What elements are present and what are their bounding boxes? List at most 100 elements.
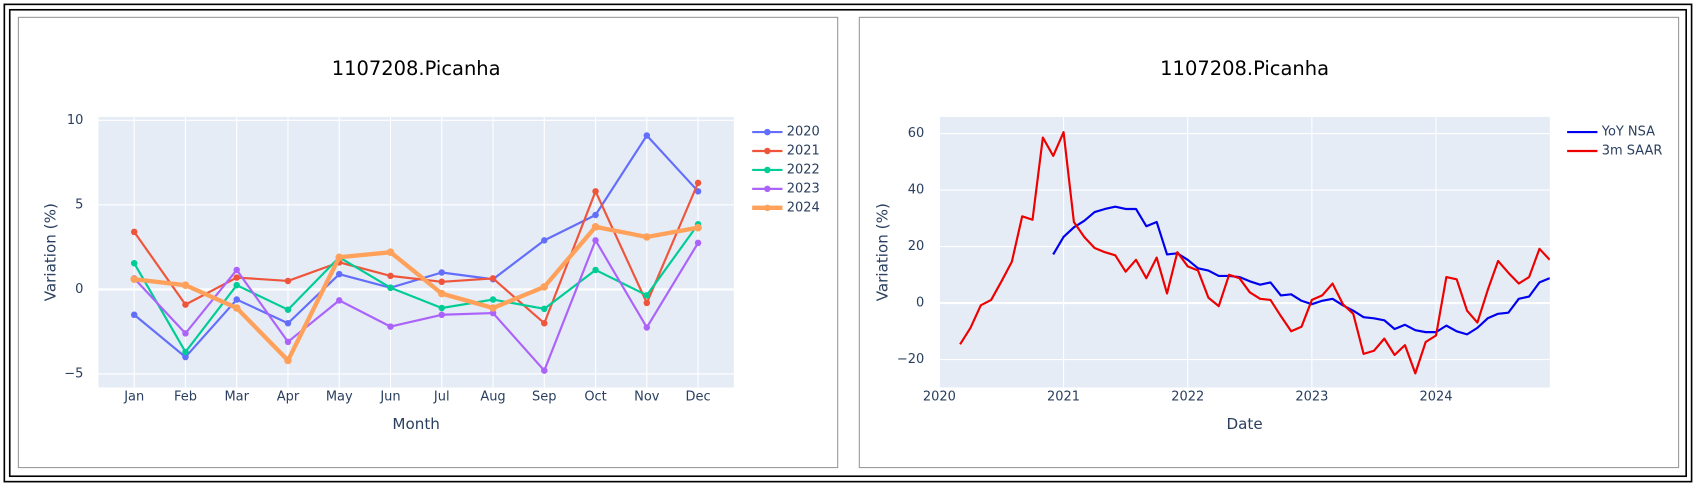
legend-marker: [764, 204, 771, 212]
y-tick-label: 40: [908, 183, 925, 198]
marker: [130, 228, 138, 236]
marker: [130, 259, 138, 267]
legend-label: 2023: [787, 181, 820, 196]
y-axis-title: Variation (%): [874, 203, 892, 301]
x-tick-label: 2020: [923, 390, 956, 405]
marker: [643, 299, 651, 307]
x-tick-label: Jul: [433, 390, 450, 405]
legend-label: 2020: [787, 125, 820, 140]
legend-marker: [764, 166, 771, 174]
marker: [130, 275, 138, 284]
x-tick-label: Aug: [480, 390, 505, 405]
x-tick-label: Mar: [224, 390, 249, 405]
marker: [437, 289, 446, 298]
series-line: [133, 223, 699, 354]
y-axis-title: Variation (%): [41, 203, 59, 301]
marker: [182, 301, 189, 308]
legend-marker: [764, 147, 771, 155]
x-tick-label: 2022: [1171, 390, 1204, 405]
series-line: [133, 134, 699, 359]
marker: [232, 304, 241, 312]
x-tick-label: 2021: [1047, 390, 1080, 405]
series-line: [1052, 205, 1550, 336]
marker: [643, 324, 651, 331]
marker: [284, 356, 292, 365]
marker: [540, 283, 549, 291]
legend-label: 3m SAAR: [1602, 144, 1663, 159]
plot-area: [939, 116, 1550, 388]
marker: [335, 297, 343, 304]
marker: [592, 211, 599, 219]
x-tick-label: Jan: [123, 390, 144, 405]
marker: [489, 304, 497, 312]
marker: [592, 237, 599, 244]
inner-frame: [8, 8, 1687, 478]
x-tick-label: Oct: [584, 390, 606, 405]
series-line: [133, 224, 699, 363]
marker: [181, 281, 190, 289]
y-tick-label: 0: [916, 296, 924, 311]
marker: [438, 269, 446, 276]
marker: [643, 233, 651, 241]
plot-area: [98, 116, 734, 388]
x-axis-title: Month: [392, 415, 439, 433]
y-tick-label: 0: [75, 282, 83, 297]
marker: [438, 311, 446, 319]
y-tick-label: 5: [75, 197, 83, 212]
marker: [233, 274, 240, 281]
marker: [387, 272, 394, 280]
legend-marker: [764, 128, 771, 136]
marker: [335, 270, 343, 278]
legend-label: 2022: [787, 162, 820, 177]
x-tick-label: Jun: [379, 390, 400, 405]
legend-marker: [764, 185, 771, 193]
marker: [438, 278, 446, 286]
marker: [592, 188, 599, 195]
marker: [694, 179, 702, 187]
legend-label: 2024: [787, 200, 820, 215]
marker: [284, 277, 292, 285]
marker: [489, 296, 497, 303]
y-tick-label: 10: [67, 113, 84, 128]
x-axis-title: Date: [1227, 415, 1263, 433]
series-line: [959, 131, 1550, 375]
marker: [233, 281, 240, 289]
x-tick-label: 2023: [1295, 390, 1328, 405]
marker: [387, 323, 394, 330]
y-tick-label: −20: [897, 352, 924, 367]
marker: [643, 132, 651, 139]
marker: [694, 188, 702, 195]
outer-frame: [3, 3, 1693, 483]
chart-title: 1107208.Picanha: [1160, 57, 1329, 80]
marker: [182, 330, 189, 337]
marker: [284, 306, 292, 313]
marker: [233, 266, 240, 274]
x-tick-label: Feb: [174, 390, 197, 405]
x-tick-label: Apr: [277, 390, 300, 405]
chart-title: 1107208.Picanha: [332, 57, 501, 80]
marker: [130, 311, 138, 319]
x-tick-label: Dec: [686, 390, 711, 405]
y-tick-label: 60: [908, 126, 925, 141]
marker: [541, 237, 548, 244]
marker: [643, 292, 651, 299]
x-tick-label: Nov: [634, 390, 660, 405]
series-line: [133, 239, 699, 372]
marker: [182, 348, 189, 356]
marker: [233, 296, 240, 303]
marker: [541, 305, 548, 313]
marker: [387, 284, 394, 291]
marker: [182, 353, 189, 361]
x-tick-label: May: [326, 390, 353, 405]
legend-label: YoY NSA: [1601, 125, 1655, 140]
marker: [694, 239, 702, 247]
legend-label: 2021: [787, 144, 820, 159]
marker: [489, 275, 497, 282]
y-tick-label: 20: [908, 239, 925, 254]
x-tick-label: Sep: [532, 390, 556, 405]
y-tick-label: −5: [64, 366, 83, 381]
x-tick-label: 2024: [1419, 390, 1452, 405]
marker: [694, 223, 702, 232]
marker: [438, 304, 446, 312]
